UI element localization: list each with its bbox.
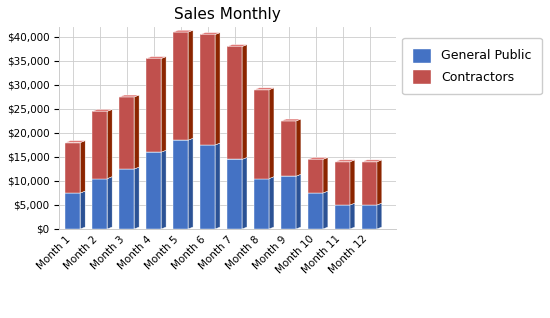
Polygon shape [254, 90, 269, 178]
Polygon shape [308, 191, 328, 193]
Polygon shape [161, 150, 166, 229]
Polygon shape [269, 88, 274, 178]
Polygon shape [65, 141, 85, 142]
Polygon shape [119, 167, 139, 169]
Polygon shape [65, 193, 80, 229]
Polygon shape [323, 191, 328, 229]
Polygon shape [308, 193, 323, 229]
Polygon shape [146, 152, 161, 229]
Polygon shape [335, 160, 355, 162]
Polygon shape [335, 162, 350, 205]
Polygon shape [92, 178, 107, 229]
Polygon shape [200, 34, 215, 145]
Polygon shape [323, 157, 328, 193]
Polygon shape [146, 57, 166, 59]
Polygon shape [107, 109, 112, 178]
Polygon shape [227, 159, 242, 229]
Polygon shape [92, 111, 107, 178]
Polygon shape [134, 95, 139, 169]
Polygon shape [269, 176, 274, 229]
Polygon shape [200, 32, 220, 34]
Polygon shape [146, 59, 161, 152]
Polygon shape [254, 176, 274, 178]
Polygon shape [242, 45, 247, 159]
Polygon shape [242, 157, 247, 229]
Polygon shape [92, 176, 112, 178]
Polygon shape [281, 121, 296, 176]
Legend: General Public, Contractors: General Public, Contractors [402, 38, 542, 94]
Polygon shape [215, 32, 220, 145]
Polygon shape [65, 191, 85, 193]
Polygon shape [188, 30, 193, 140]
Polygon shape [227, 157, 247, 159]
Title: Sales Monthly: Sales Monthly [174, 7, 281, 22]
Polygon shape [215, 143, 220, 229]
Polygon shape [254, 178, 269, 229]
Polygon shape [227, 46, 242, 159]
Polygon shape [65, 142, 80, 193]
Polygon shape [227, 45, 247, 46]
Polygon shape [173, 138, 193, 140]
Polygon shape [173, 30, 193, 32]
Polygon shape [281, 176, 296, 229]
Polygon shape [119, 97, 134, 169]
Polygon shape [335, 203, 355, 205]
Polygon shape [350, 203, 355, 229]
Polygon shape [308, 157, 328, 159]
Polygon shape [188, 138, 193, 229]
Polygon shape [308, 159, 323, 193]
Polygon shape [173, 32, 188, 140]
Polygon shape [350, 160, 355, 205]
Polygon shape [335, 205, 350, 229]
Polygon shape [377, 160, 382, 205]
Polygon shape [107, 176, 112, 229]
Polygon shape [296, 174, 301, 229]
Polygon shape [362, 160, 382, 162]
Polygon shape [146, 150, 166, 152]
Polygon shape [296, 119, 301, 176]
Polygon shape [80, 191, 85, 229]
Polygon shape [200, 145, 215, 229]
Polygon shape [119, 169, 134, 229]
Polygon shape [119, 95, 139, 97]
Polygon shape [281, 119, 301, 121]
Polygon shape [92, 109, 112, 111]
Polygon shape [254, 88, 274, 90]
Polygon shape [362, 205, 377, 229]
Polygon shape [161, 57, 166, 152]
Polygon shape [377, 203, 382, 229]
Polygon shape [362, 203, 382, 205]
Polygon shape [134, 167, 139, 229]
Polygon shape [200, 143, 220, 145]
Polygon shape [281, 174, 301, 176]
Polygon shape [362, 162, 377, 205]
Polygon shape [173, 140, 188, 229]
Polygon shape [80, 141, 85, 193]
